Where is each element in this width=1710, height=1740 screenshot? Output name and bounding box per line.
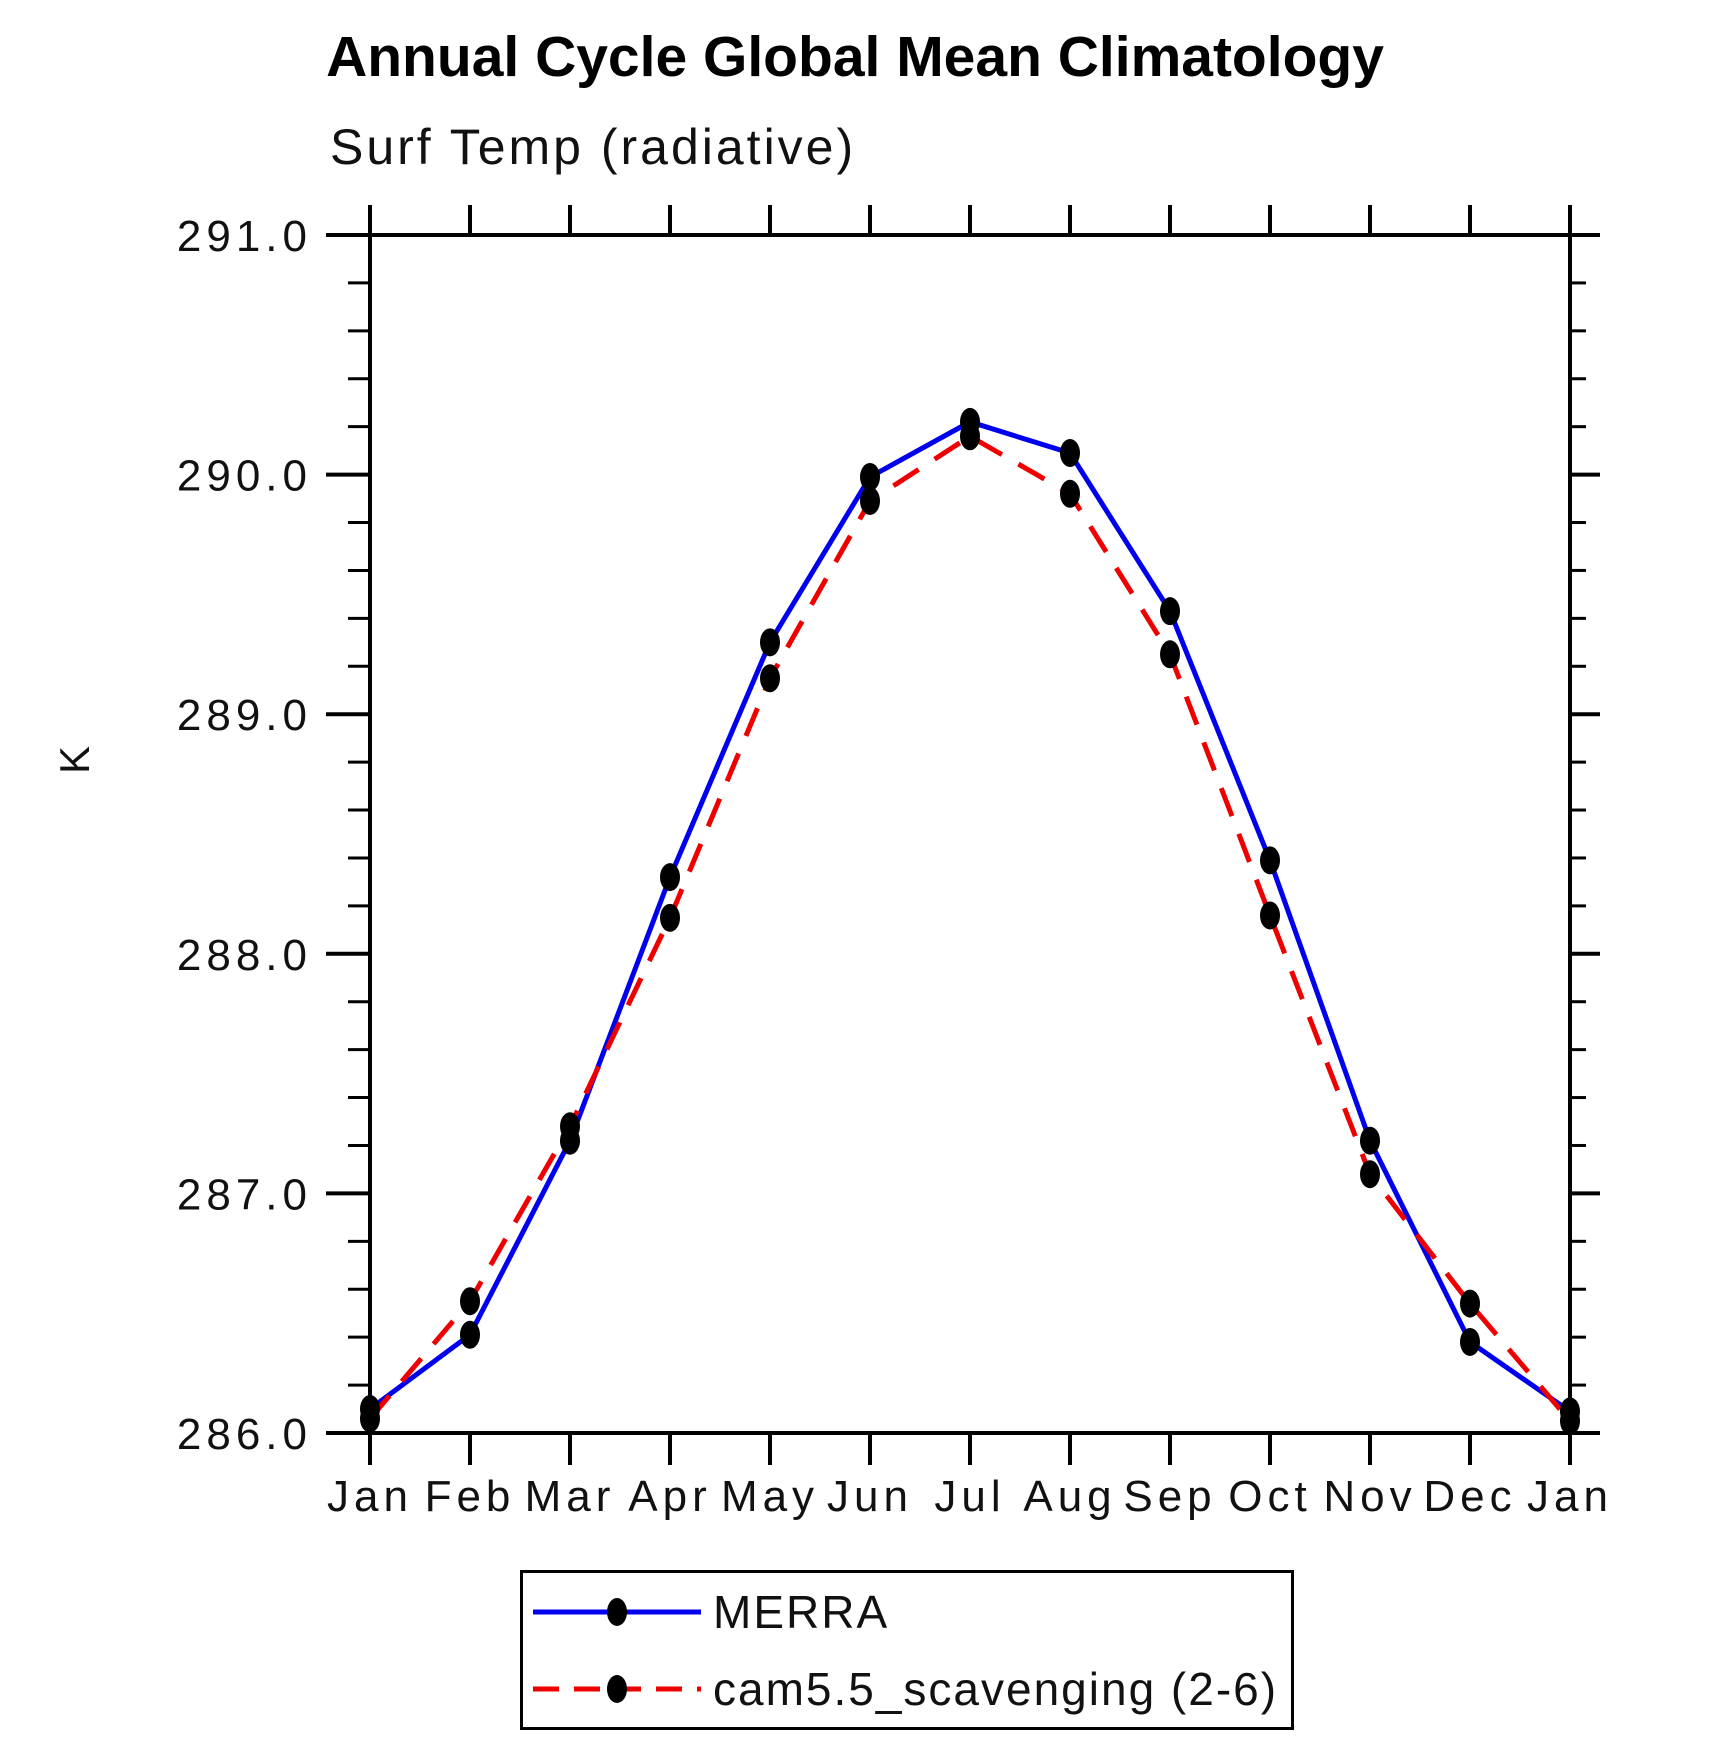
data-point-cam55 xyxy=(660,903,680,932)
data-point-cam55 xyxy=(960,422,980,451)
x-tick-label: Apr xyxy=(628,1472,711,1521)
y-axis-label: K xyxy=(51,743,99,775)
legend-item-cam55: cam5.5_scavenging (2-6) xyxy=(531,1650,1291,1727)
y-tick-label: 287.0 xyxy=(177,1170,312,1219)
cam55-line-marker xyxy=(533,1674,701,1703)
legend: MERRA cam5.5_scavenging (2-6) xyxy=(520,1570,1294,1730)
data-point-cam55 xyxy=(1360,1160,1380,1189)
chart-subtitle: Surf Temp (radiative) xyxy=(330,119,857,175)
x-tick-label: Feb xyxy=(425,1472,516,1521)
data-point-cam55 xyxy=(1160,640,1180,669)
data-point-cam55 xyxy=(460,1287,480,1316)
legend-label-merra: MERRA xyxy=(713,1585,890,1638)
x-tick-label: Jul xyxy=(934,1472,1005,1521)
data-point-merra xyxy=(460,1320,480,1349)
data-point-merra xyxy=(1060,439,1080,468)
data-point-cam55 xyxy=(1060,479,1080,508)
data-point-cam55 xyxy=(760,664,780,693)
merra-line-marker xyxy=(533,1597,701,1626)
chart-title: Annual Cycle Global Mean Climatology xyxy=(326,25,1384,89)
x-tick-label: Nov xyxy=(1323,1472,1416,1521)
y-tick-label: 291.0 xyxy=(177,212,312,261)
x-tick-label: Sep xyxy=(1123,1472,1216,1521)
x-tick-label: Jun xyxy=(827,1472,913,1521)
data-point-merra xyxy=(760,628,780,657)
x-tick-label: May xyxy=(721,1472,819,1521)
series-line-cam55 xyxy=(368,433,1572,1423)
x-tick-label: Aug xyxy=(1023,1472,1116,1521)
data-point-merra xyxy=(1260,846,1280,875)
x-tick-label: Oct xyxy=(1228,1472,1311,1521)
y-tick-label: 286.0 xyxy=(177,1410,312,1459)
y-tick-label: 289.0 xyxy=(177,691,312,740)
data-point-cam55 xyxy=(1460,1289,1480,1318)
x-tick-label: Jan xyxy=(327,1472,413,1521)
data-point-cam55 xyxy=(1260,901,1280,930)
merra-dot-sample xyxy=(607,1597,627,1626)
x-tick-label: Dec xyxy=(1423,1472,1516,1521)
y-tick-label: 288.0 xyxy=(177,931,312,980)
data-point-cam55 xyxy=(360,1404,380,1433)
legend-label-cam55: cam5.5_scavenging (2-6) xyxy=(713,1662,1279,1715)
data-point-merra xyxy=(860,462,880,491)
series-line-merra xyxy=(368,419,1572,1414)
cam55-dot-sample xyxy=(607,1674,627,1703)
x-tick-label: Jan xyxy=(1527,1472,1613,1521)
y-tick-label: 290.0 xyxy=(177,452,312,501)
legend-item-merra: MERRA xyxy=(531,1573,1291,1650)
data-point-merra xyxy=(1160,597,1180,626)
data-point-merra xyxy=(1460,1327,1480,1356)
x-tick-label: Mar xyxy=(525,1472,616,1521)
data-point-merra xyxy=(1360,1126,1380,1155)
data-point-merra xyxy=(660,863,680,892)
data-point-cam55 xyxy=(860,486,880,515)
data-point-cam55 xyxy=(1560,1407,1580,1436)
data-point-cam55 xyxy=(560,1112,580,1141)
